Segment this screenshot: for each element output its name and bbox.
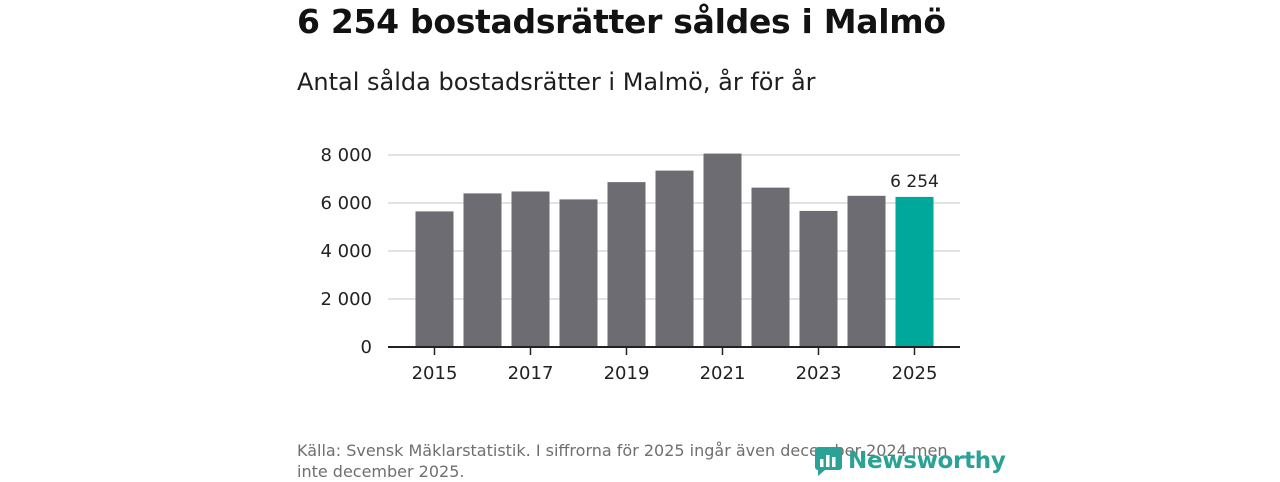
bar-2022 (751, 187, 790, 347)
bar-2025 (895, 196, 934, 347)
y-tick-label: 6 000 (320, 193, 372, 214)
bar-2019 (607, 182, 646, 347)
x-tick-label: 2015 (412, 363, 458, 384)
x-tick-label: 2025 (892, 363, 938, 384)
bar-2018 (559, 199, 598, 347)
newsworthy-logo: Newsworthy (814, 446, 1006, 476)
y-tick-label: 0 (361, 337, 372, 358)
bar-2021 (703, 153, 742, 347)
x-tick-label: 2021 (700, 363, 746, 384)
bar-2023 (799, 210, 838, 347)
page-title: 6 254 bostadsrätter såldes i Malmö (297, 2, 946, 41)
logo-text: Newsworthy (848, 448, 1006, 474)
data-label: 6 254 (890, 172, 939, 192)
x-tick-label: 2019 (604, 363, 650, 384)
y-tick-label: 2 000 (320, 289, 372, 310)
bar-2016 (463, 193, 502, 347)
source-note: Källa: Svensk Mäklarstatistik. I siffror… (297, 441, 948, 481)
bar-2017 (511, 191, 550, 347)
bar-2024 (847, 195, 886, 347)
bar-2015 (415, 211, 454, 347)
bar-2020 (655, 170, 694, 347)
newsworthy-logo-icon (815, 447, 842, 476)
y-tick-label: 4 000 (320, 241, 372, 262)
y-tick-label: 8 000 (320, 145, 372, 166)
chart-subtitle: Antal sålda bostadsrätter i Malmö, år fö… (297, 68, 816, 96)
x-tick-label: 2017 (508, 363, 554, 384)
x-tick-label: 2023 (796, 363, 842, 384)
